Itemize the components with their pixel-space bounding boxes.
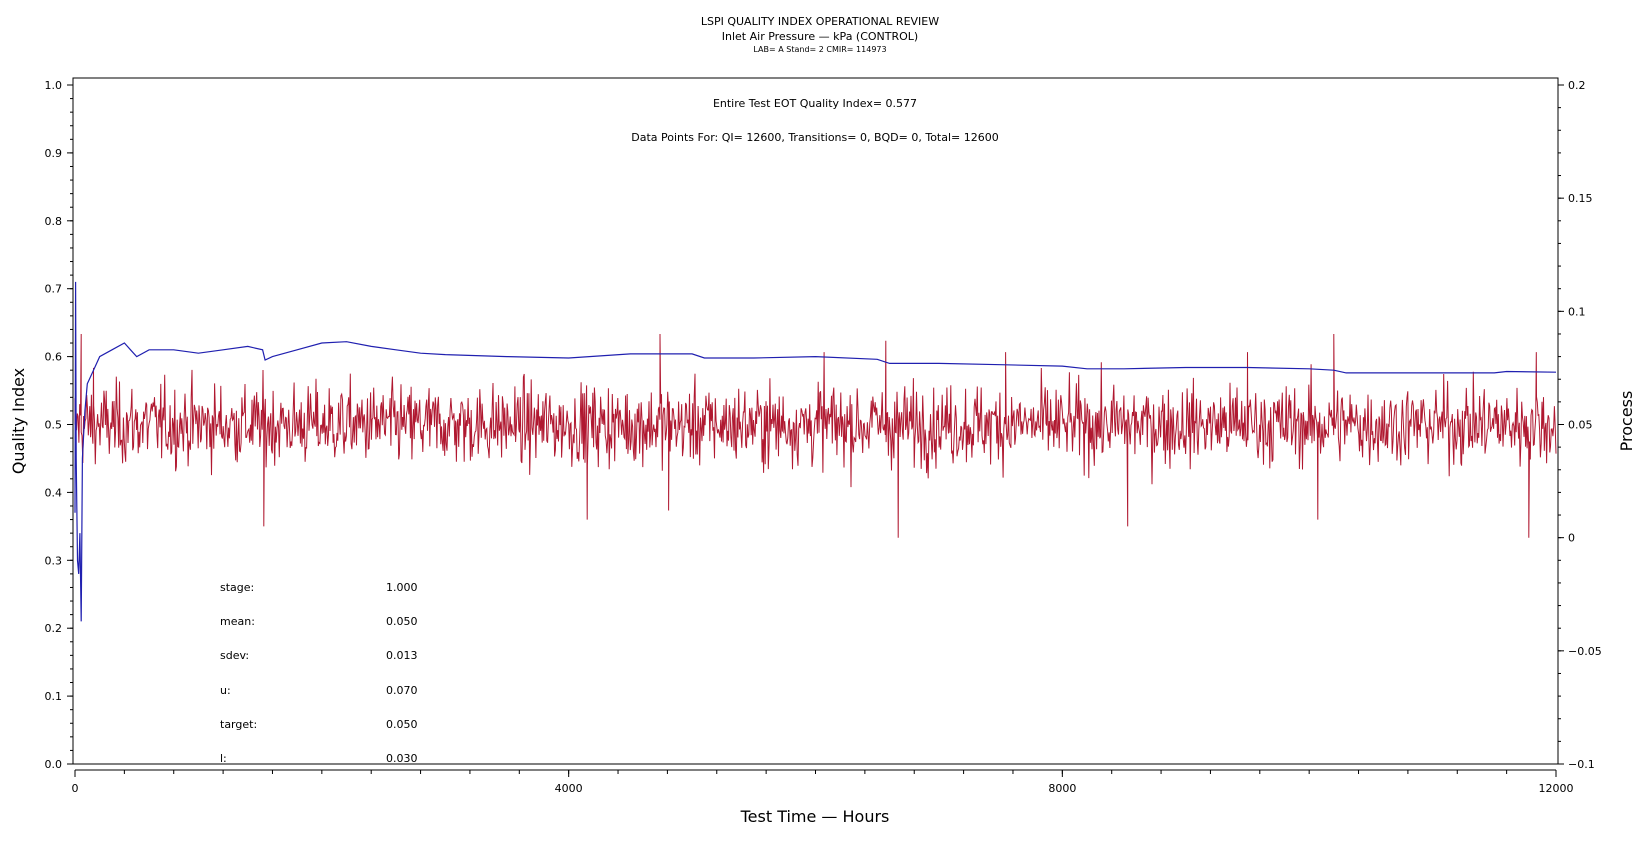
stats-block: stage: 1.000 mean: 0.050 sdev: 0.013 u: …: [220, 581, 418, 765]
y-tick-label: 0.3: [45, 554, 63, 567]
stat-label-stage: stage:: [220, 581, 254, 594]
chart-title: LSPI QUALITY INDEX OPERATIONAL REVIEW: [701, 15, 939, 28]
y2-axis-label: Process: [1617, 391, 1636, 452]
x-tick-label: 8000: [1048, 782, 1076, 795]
y2-tick-label: 0.05: [1568, 419, 1593, 432]
x-tick-label: 12000: [1539, 782, 1574, 795]
quality-index-series: [74, 281, 1557, 622]
y-tick-label: 0.1: [45, 690, 63, 703]
y-tick-label: 0.5: [45, 419, 63, 432]
stat-label-sdev: sdev:: [220, 649, 249, 662]
process-series: [74, 333, 1557, 538]
y-tick-label: 0.7: [45, 283, 63, 296]
y-tick-label: 0.4: [45, 486, 63, 499]
process-line: [74, 333, 1557, 538]
axis-ticks: 0.0 0.1 0.2 0.3 0.4 0.5 0.6 0.7 0.8 0.9 1.0 −0.1 −0.…: [45, 79, 1602, 795]
stat-value-target: 0.050: [386, 718, 418, 731]
y-tick-label: 0.6: [45, 351, 63, 364]
y-tick-label: 0.8: [45, 215, 63, 228]
y-tick-label: 0.0: [45, 758, 63, 771]
y2-tick-label: 0.2: [1568, 79, 1586, 92]
y2-tick-label: −0.1: [1568, 758, 1595, 771]
y2-tick-label: −0.05: [1568, 645, 1602, 658]
y-tick-label: 0.2: [45, 622, 63, 635]
y2-tick-label: 0.15: [1568, 192, 1593, 205]
x-tick-label: 4000: [555, 782, 583, 795]
y-tick-label: 0.9: [45, 147, 63, 160]
stat-value-u: 0.070: [386, 684, 418, 697]
stat-value-sdev: 0.013: [386, 649, 418, 662]
y2-tick-label: 0.1: [1568, 305, 1586, 318]
annotation-quality-index: Entire Test EOT Quality Index= 0.577: [713, 97, 917, 110]
stat-label-target: target:: [220, 718, 257, 731]
y-tick-label: 1.0: [45, 79, 63, 92]
x-axis-label: Test Time — Hours: [740, 807, 890, 826]
stat-label-u: u:: [220, 684, 231, 697]
quality-index-line: [74, 281, 1557, 622]
chart-subtitle: Inlet Air Pressure — kPa (CONTROL): [722, 30, 918, 43]
y2-tick-label: 0: [1568, 532, 1575, 545]
stat-value-stage: 1.000: [386, 581, 418, 594]
stat-label-l: l:: [220, 752, 227, 765]
chart-subtitle-2: LAB= A Stand= 2 CMIR= 114973: [753, 45, 886, 54]
stat-value-l: 0.030: [386, 752, 418, 765]
plot-frame: [72, 77, 1559, 765]
stat-value-mean: 0.050: [386, 615, 418, 628]
y-axis-label: Quality Index: [9, 368, 28, 474]
stat-label-mean: mean:: [220, 615, 255, 628]
annotation-data-points: Data Points For: QI= 12600, Transitions=…: [631, 131, 999, 144]
x-tick-label: 0: [72, 782, 79, 795]
